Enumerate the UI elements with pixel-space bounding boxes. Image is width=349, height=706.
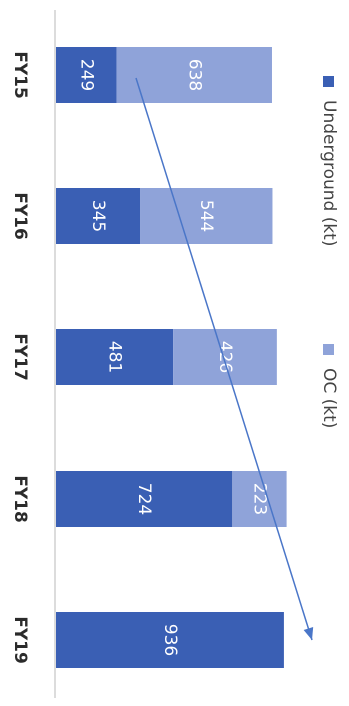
data-label-fy19-underground: 936 — [160, 624, 180, 656]
data-label-fy15-oc: 638 — [184, 59, 204, 91]
data-label-fy16-oc: 544 — [196, 200, 216, 232]
legend-swatch-underground — [323, 76, 334, 87]
bar-fy17-underground — [56, 329, 174, 385]
plot-area: FY15 249 638 FY16 345 544 FY17 481 426 FY18 724 223… — [10, 10, 339, 698]
data-label-fy18-oc: 223 — [249, 483, 269, 515]
data-label-fy17-underground: 481 — [105, 341, 125, 373]
bar-fy16-oc — [140, 188, 273, 244]
category-label-fy15: FY15 — [10, 51, 30, 99]
data-label-fy18-underground: 724 — [134, 483, 154, 515]
bar-fy19-underground — [56, 612, 284, 668]
data-label-fy16-underground: 345 — [88, 200, 108, 232]
legend-label-oc: OC (kt) — [319, 368, 339, 428]
bar-fy18-oc — [232, 471, 287, 527]
data-label-fy15-underground: 249 — [76, 59, 96, 91]
category-label-fy18: FY18 — [10, 475, 30, 523]
bar-fy17-oc — [173, 329, 277, 385]
legend-label-underground: Underground (kt) — [319, 100, 339, 246]
data-label-fy17-oc: 426 — [215, 341, 235, 373]
bar-fy15-underground — [56, 47, 117, 103]
category-label-fy19: FY19 — [10, 616, 30, 664]
bar-fy16-underground — [56, 188, 141, 244]
category-label-fy17: FY17 — [10, 333, 30, 381]
legend-swatch-oc — [323, 344, 334, 355]
category-label-fy16: FY16 — [10, 192, 30, 240]
trend-arrow-head — [303, 627, 314, 640]
bar-fy15-oc — [116, 47, 272, 103]
bar-fy18-underground — [56, 471, 233, 527]
trend-arrow-line — [135, 77, 313, 641]
